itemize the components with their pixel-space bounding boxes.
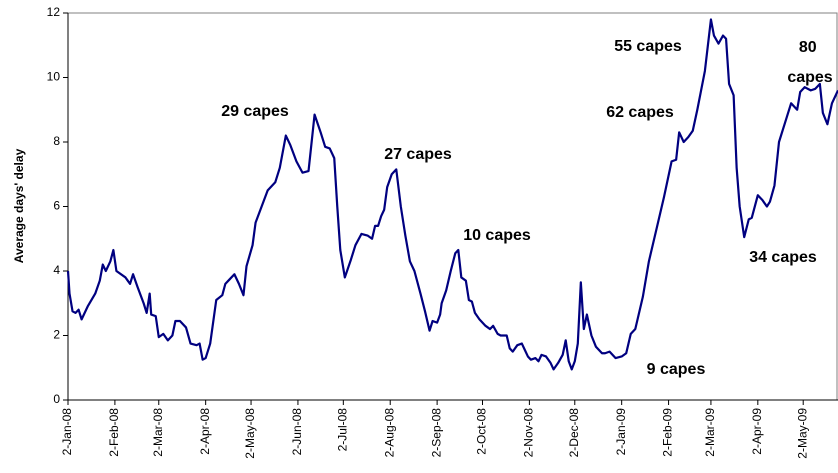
annotation: 80 capes: [787, 39, 832, 86]
x-tick-label: 2-Jan-08: [60, 408, 74, 456]
x-tick-label: 2-Oct-08: [475, 408, 489, 455]
y-tick-label: 6: [53, 199, 60, 213]
x-tick-label: 2-Mar-09: [703, 408, 717, 457]
y-tick-label: 10: [47, 70, 61, 84]
y-axis-label: Average days' delay: [12, 148, 26, 263]
x-tick-label: 2-Sep-08: [429, 408, 443, 458]
x-tick-label: 2-Mar-08: [151, 408, 165, 457]
x-tick-label: 2-May-08: [243, 408, 257, 459]
x-tick-label: 2-Nov-08: [522, 408, 536, 458]
data-line: [66, 18, 838, 371]
plot-frame: [67, 12, 838, 401]
annotation: 27 capes: [384, 146, 452, 163]
x-tick-label: 2-Jan-09: [614, 408, 628, 456]
y-tick-label: 4: [53, 263, 60, 277]
annotation: 55 capes: [614, 38, 682, 55]
annotation: 34 capes: [749, 249, 817, 266]
y-tick-label: 0: [53, 392, 60, 406]
x-tick-label: 2-Jun-08: [290, 408, 304, 456]
annotation: 62 capes: [606, 104, 674, 121]
annotation: 10 capes: [463, 227, 531, 244]
x-tick-label: 2-May-09: [795, 408, 809, 459]
x-tick-label: 2-Feb-09: [661, 408, 675, 457]
y-tick-label: 12: [47, 5, 61, 19]
x-tick-label: 2-Feb-08: [107, 408, 121, 457]
annotation: 29 capes: [221, 103, 289, 120]
y-tick-label: 2: [53, 328, 60, 342]
y-tick-label: 8: [53, 134, 60, 148]
x-tick-label: 2-Dec-08: [567, 408, 581, 458]
x-tick-label: 2-Apr-08: [198, 408, 212, 455]
x-tick-label: 2-Jul-08: [335, 408, 349, 452]
annotation: 9 capes: [647, 361, 706, 378]
x-tick-label: 2-Apr-09: [750, 408, 764, 455]
x-tick-label: 2-Aug-08: [382, 408, 396, 458]
